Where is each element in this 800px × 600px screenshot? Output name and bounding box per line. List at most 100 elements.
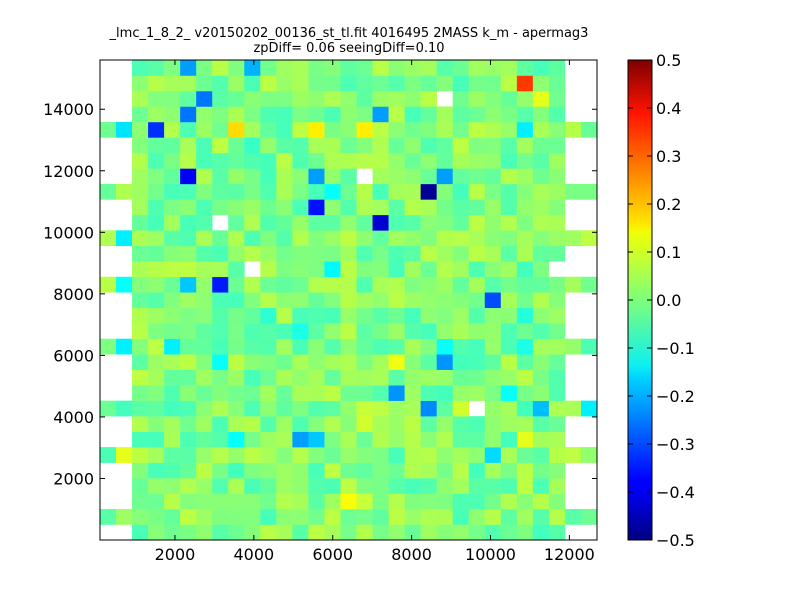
heatmap-cell: [180, 75, 197, 92]
heatmap-cell: [276, 431, 293, 448]
heatmap-cell: [420, 385, 437, 401]
heatmap-cell: [276, 478, 293, 494]
heatmap-cell: [372, 400, 389, 417]
heatmap-cell: [388, 90, 405, 107]
heatmap-cell: [468, 338, 486, 355]
heatmap-cell: [180, 447, 197, 463]
heatmap-cell: [260, 292, 277, 309]
heatmap-cell: [356, 431, 373, 448]
heatmap-cell: [356, 106, 373, 123]
heatmap-cell: [260, 276, 277, 293]
heatmap-cell: [292, 245, 309, 262]
heatmap-cell: [244, 524, 261, 541]
heatmap-cell: [484, 121, 502, 138]
heatmap-cell: [308, 385, 325, 401]
heatmap-cell: [436, 121, 454, 138]
heatmap-cell: [404, 214, 421, 231]
heatmap-cell: [324, 400, 341, 417]
heatmap-cell: [308, 60, 325, 76]
heatmap-cell: [452, 183, 470, 200]
heatmap-cell: [148, 121, 165, 138]
heatmap-cell: [180, 509, 197, 525]
heatmap-cell: [548, 509, 566, 525]
x-tick-label: 2000: [155, 545, 196, 564]
heatmap-cell: [436, 431, 454, 448]
heatmap-cell: [436, 462, 454, 479]
heatmap-cell: [340, 524, 357, 541]
heatmap-cell: [228, 261, 245, 278]
heatmap-cell: [452, 400, 470, 417]
heatmap-cell: [228, 230, 245, 247]
heatmap-cell: [164, 416, 181, 432]
heatmap-cell: [468, 385, 486, 401]
heatmap-cell: [132, 447, 149, 463]
y-tick-label: 8000: [53, 285, 94, 304]
heatmap-cell: [292, 183, 309, 200]
heatmap-cell: [420, 60, 437, 76]
heatmap-cell: [276, 369, 293, 386]
heatmap-cell: [308, 168, 325, 185]
heatmap-cell: [356, 416, 373, 432]
heatmap-cell: [468, 323, 486, 339]
heatmap-cell: [324, 509, 341, 525]
heatmap-cell: [420, 230, 437, 247]
heatmap-cell: [388, 60, 405, 76]
heatmap-cell: [340, 509, 357, 525]
heatmap-cell: [340, 75, 357, 92]
heatmap-cell: [484, 400, 502, 417]
heatmap-cell: [548, 106, 566, 123]
heatmap-cell: [196, 230, 213, 247]
heatmap-cell: [548, 416, 566, 432]
x-tick-label: 10000: [465, 545, 516, 564]
heatmap-cell: [500, 462, 518, 479]
heatmap-cell: [196, 75, 213, 92]
colorbar-tick-label: −0.5: [656, 531, 695, 550]
heatmap-cell: [516, 230, 534, 247]
heatmap-cell: [132, 416, 149, 432]
heatmap-cell: [356, 323, 373, 339]
heatmap-cell: [148, 431, 165, 448]
heatmap-cell: [308, 199, 325, 216]
heatmap-cell: [436, 323, 454, 339]
heatmap-cell: [132, 75, 149, 92]
heatmap-cell: [516, 509, 534, 525]
heatmap-cell: [372, 462, 389, 479]
heatmap-cell: [388, 447, 405, 463]
heatmap-cell: [388, 493, 405, 510]
heatmap-cell: [276, 261, 293, 278]
heatmap-cell: [516, 152, 534, 169]
heatmap-cell: [100, 400, 117, 417]
heatmap-cell: [276, 245, 293, 262]
heatmap-cell: [324, 276, 341, 293]
heatmap-cell: [372, 90, 389, 107]
heatmap-cell: [180, 385, 197, 401]
heatmap-cell: [580, 447, 598, 463]
heatmap-cell: [148, 199, 165, 216]
heatmap-cell: [372, 230, 389, 247]
heatmap-cell: [308, 478, 325, 494]
heatmap-cell: [308, 524, 325, 541]
heatmap-cell: [468, 106, 486, 123]
heatmap-cell: [484, 199, 502, 216]
heatmap-cell: [228, 183, 245, 200]
heatmap-cell: [420, 214, 437, 231]
heatmap-cell: [388, 75, 405, 92]
heatmap-cell: [228, 137, 245, 154]
heatmap-cell: [580, 230, 598, 247]
heatmap-cell: [356, 121, 373, 138]
heatmap-cell: [340, 478, 357, 494]
heatmap-cell: [180, 152, 197, 169]
heatmap-cell: [420, 493, 437, 510]
heatmap-cell: [340, 447, 357, 463]
heatmap-cell: [436, 385, 454, 401]
heatmap-cell: [244, 509, 261, 525]
heatmap-cell: [484, 214, 502, 231]
heatmap-cell: [516, 183, 534, 200]
heatmap-cell: [436, 183, 454, 200]
heatmap-cell: [180, 478, 197, 494]
heatmap-cell: [228, 493, 245, 510]
heatmap-cell: [212, 354, 229, 370]
heatmap-cell: [276, 168, 293, 185]
heatmap-cell: [292, 323, 309, 339]
heatmap-cell: [276, 214, 293, 231]
